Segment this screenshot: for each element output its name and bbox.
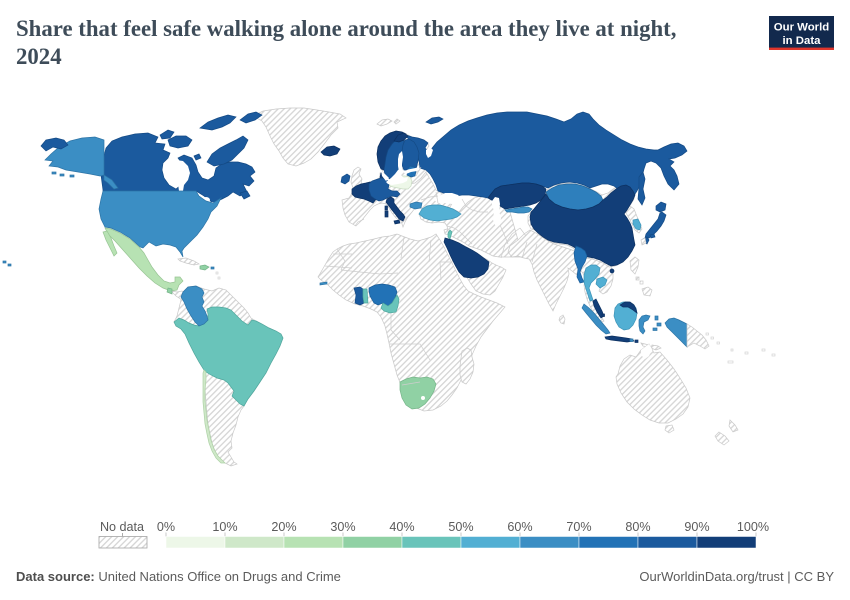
- svg-text:2024: 2024: [16, 44, 62, 69]
- svg-text:100%: 100%: [737, 520, 769, 534]
- svg-text:80%: 80%: [625, 520, 650, 534]
- svg-text:70%: 70%: [566, 520, 591, 534]
- svg-text:in Data: in Data: [783, 35, 822, 47]
- svg-text:10%: 10%: [212, 520, 237, 534]
- svg-text:No data: No data: [100, 520, 144, 534]
- svg-text:90%: 90%: [684, 520, 709, 534]
- svg-text:0%: 0%: [157, 520, 175, 534]
- svg-text:60%: 60%: [507, 520, 532, 534]
- svg-text:30%: 30%: [330, 520, 355, 534]
- svg-text:20%: 20%: [271, 520, 296, 534]
- svg-text:Our World: Our World: [774, 22, 830, 34]
- svg-text:Data source: United Nations Of: Data source: United Nations Office on Dr…: [16, 569, 341, 584]
- svg-text:OurWorldinData.org/trust | CC: OurWorldinData.org/trust | CC BY: [639, 569, 834, 584]
- svg-text:50%: 50%: [448, 520, 473, 534]
- svg-text:Share that feel safe walking a: Share that feel safe walking alone aroun…: [16, 16, 676, 41]
- svg-text:40%: 40%: [389, 520, 414, 534]
